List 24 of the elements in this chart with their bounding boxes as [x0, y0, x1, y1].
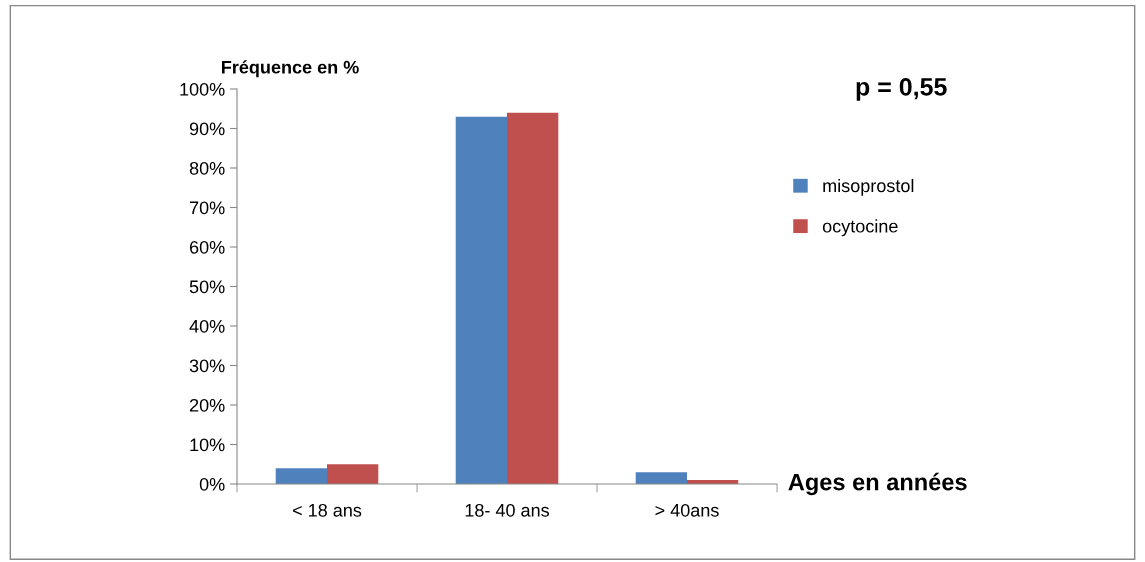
y-tick-label: 100% [180, 82, 225, 96]
x-tick-label: < 18 ans [293, 503, 362, 517]
x-tick-label: > 40ans [655, 503, 719, 517]
y-tick-label: 0% [199, 477, 225, 491]
y-tick-label: 40% [189, 319, 225, 333]
x-axis-title: Ages en années [788, 472, 967, 496]
y-tick-label: 60% [189, 240, 225, 254]
bar [455, 116, 507, 484]
y-axis-title: Fréquence en % [222, 60, 359, 78]
bar [507, 112, 559, 484]
y-tick-label: 10% [190, 438, 225, 452]
y-tick-label: 30% [189, 359, 225, 373]
bar [635, 472, 687, 484]
x-tick-label: 18- 40 ans [465, 503, 550, 517]
text: p = 0,55 [856, 78, 947, 101]
y-tick-label: 80% [189, 161, 225, 175]
legend-label: ocytocine [822, 219, 898, 237]
bar [275, 468, 327, 484]
y-tick-label: 50% [189, 280, 225, 294]
y-tick-label: 70% [189, 201, 225, 215]
legend-label: misoprostol [823, 178, 914, 196]
y-tick-label: 90% [189, 122, 225, 136]
y-tick-label: 20% [189, 398, 225, 412]
bar [327, 464, 379, 484]
